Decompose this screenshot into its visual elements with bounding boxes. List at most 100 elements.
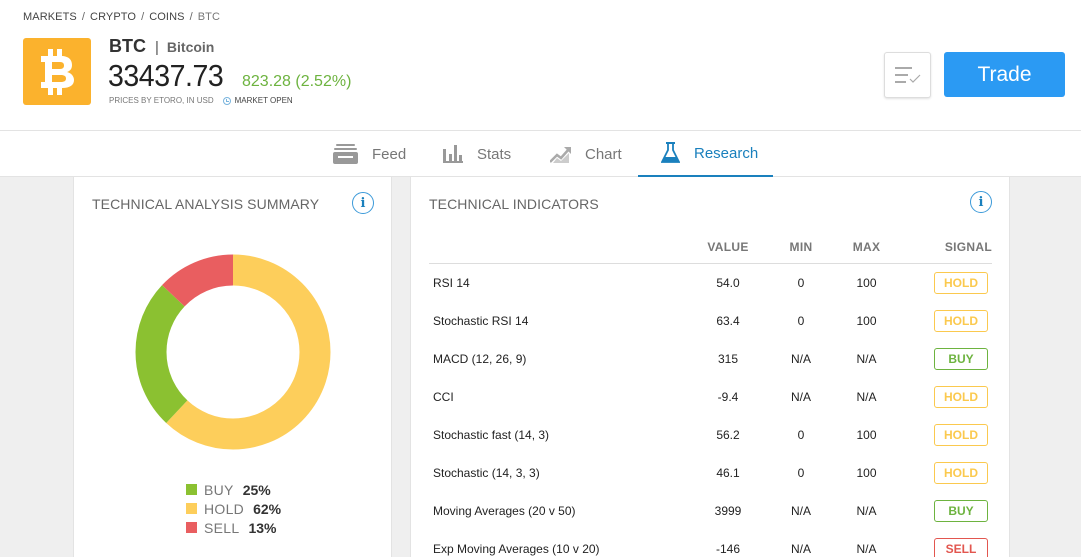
indicator-min: N/A [790, 504, 811, 518]
breadcrumb: MARKETS / CRYPTO / COINS / BTC [23, 11, 220, 23]
instrument-tabs: Feed Stats Chart Research [0, 131, 1081, 177]
table-row: MACD (12, 26, 9) 315 N/A N/A BUY [429, 340, 992, 378]
indicator-max: 100 [856, 466, 877, 480]
indicator-min: N/A [790, 390, 811, 404]
indicators-title: TECHNICAL INDICATORS [429, 196, 599, 212]
market-status: MARKET OPEN [234, 96, 293, 105]
indicator-name: MACD (12, 26, 9) [433, 352, 527, 366]
summary-donut-chart [135, 254, 331, 450]
legend-percent: 25% [242, 481, 271, 498]
indicator-value: 46.1 [716, 466, 740, 480]
tab-chart[interactable]: Chart [550, 131, 622, 177]
table-row: Stochastic RSI 14 63.4 0 100 HOLD [429, 302, 992, 340]
column-header-min: MIN [789, 239, 813, 254]
indicator-name: Stochastic (14, 3, 3) [433, 466, 540, 480]
indicator-name: Stochastic RSI 14 [433, 314, 529, 328]
table-row: RSI 14 54.0 0 100 HOLD [429, 264, 992, 302]
summary-legend: BUY 25% HOLD 62% SELL 13% [186, 480, 281, 537]
legend-label: BUY [204, 481, 234, 498]
info-icon[interactable]: i [352, 192, 374, 214]
indicator-name: Moving Averages (20 v 50) [433, 504, 576, 518]
title-separator: | [155, 39, 159, 56]
instrument-symbol: BTC [109, 36, 146, 56]
legend-label: SELL [204, 519, 240, 536]
tab-feed[interactable]: Feed [333, 131, 406, 177]
indicator-max: N/A [856, 390, 877, 404]
signal-badge: SELL [934, 538, 988, 557]
legend-percent: 62% [253, 500, 282, 517]
chart-icon [550, 145, 571, 163]
table-row: Stochastic fast (14, 3) 56.2 0 100 HOLD [429, 416, 992, 454]
signal-badge: BUY [934, 500, 988, 522]
bitcoin-logo-icon [23, 38, 91, 105]
signal-badge: HOLD [934, 386, 988, 408]
indicator-name: Exp Moving Averages (10 v 20) [433, 542, 600, 556]
column-header-signal: SIGNAL [944, 239, 992, 254]
indicator-name: Stochastic fast (14, 3) [433, 428, 550, 442]
watchlist-button[interactable] [884, 52, 931, 98]
instrument-name: Bitcoin [166, 39, 215, 55]
legend-item-hold: HOLD 62% [186, 499, 281, 518]
legend-swatch-sell [186, 522, 197, 533]
table-header: VALUE MIN MAX SIGNAL [429, 230, 992, 264]
breadcrumb-separator: / [81, 11, 86, 23]
tab-label: Feed [372, 145, 407, 163]
stats-icon [443, 145, 463, 163]
legend-item-sell: SELL 13% [186, 518, 281, 537]
indicators-table: VALUE MIN MAX SIGNAL RSI 14 54.0 0 100 H… [429, 230, 992, 557]
legend-percent: 13% [248, 519, 277, 536]
instrument-title: BTC | Bitcoin [109, 36, 214, 57]
indicator-max: 100 [856, 276, 877, 290]
indicator-max: N/A [856, 542, 877, 556]
price-row: 33437.73 823.28 (2.52%) [108, 58, 351, 94]
signal-badge: HOLD [934, 462, 988, 484]
breadcrumb-separator: / [141, 11, 145, 23]
breadcrumb-coins[interactable]: COINS [149, 11, 185, 23]
signal-badge: HOLD [934, 310, 988, 332]
signal-badge: HOLD [934, 272, 988, 294]
watchlist-icon [894, 67, 920, 83]
indicator-min: 0 [797, 428, 805, 442]
table-row: Moving Averages (20 v 50) 3999 N/A N/A B… [429, 492, 992, 530]
table-row: Stochastic (14, 3, 3) 46.1 0 100 HOLD [429, 454, 992, 492]
indicator-max: 100 [856, 428, 877, 442]
instrument-header: MARKETS / CRYPTO / COINS / BTC BTC | Bitcoin 3… [0, 0, 1081, 131]
indicator-value: -9.4 [717, 390, 739, 404]
indicator-min: 0 [797, 466, 805, 480]
column-header-value: VALUE [707, 239, 749, 254]
indicator-value: 54.0 [716, 276, 740, 290]
signal-badge: HOLD [934, 424, 988, 446]
column-header-max: MAX [852, 239, 881, 254]
legend-swatch-hold [186, 503, 197, 514]
indicator-max: N/A [856, 352, 877, 366]
tab-research[interactable]: Research [638, 131, 773, 177]
breadcrumb-separator: / [189, 11, 193, 23]
signal-badge: BUY [934, 348, 988, 370]
summary-title: TECHNICAL ANALYSIS SUMMARY [92, 196, 320, 212]
price-change: 823.28 (2.52%) [242, 73, 352, 90]
price-source: PRICES BY ETORO, IN USD [109, 96, 214, 105]
tab-label: Research [694, 144, 759, 162]
donut-segment-buy [135, 254, 331, 450]
tab-label: Stats [477, 145, 512, 163]
indicator-value: 315 [717, 352, 739, 366]
indicator-max: 100 [856, 314, 877, 328]
legend-label: HOLD [204, 500, 245, 517]
indicator-max: N/A [856, 504, 877, 518]
feed-icon [333, 144, 358, 164]
price-meta: PRICES BY ETORO, IN USD MARKET OPEN [109, 96, 293, 105]
breadcrumb-crypto[interactable]: CRYPTO [90, 11, 137, 23]
indicator-min: 0 [797, 314, 805, 328]
current-price: 33437.73 [108, 58, 224, 93]
tab-stats[interactable]: Stats [443, 131, 511, 177]
trade-button[interactable]: Trade [944, 52, 1065, 97]
clock-icon [222, 96, 231, 105]
info-icon[interactable]: i [970, 191, 992, 213]
table-row: Exp Moving Averages (10 v 20) -146 N/A N… [429, 530, 992, 557]
legend-swatch-buy [186, 484, 197, 495]
flask-icon [661, 142, 680, 164]
indicator-value: 63.4 [716, 314, 740, 328]
breadcrumb-markets[interactable]: MARKETS [23, 11, 77, 23]
indicator-name: RSI 14 [433, 276, 470, 290]
bitcoin-symbol-icon [41, 48, 74, 95]
